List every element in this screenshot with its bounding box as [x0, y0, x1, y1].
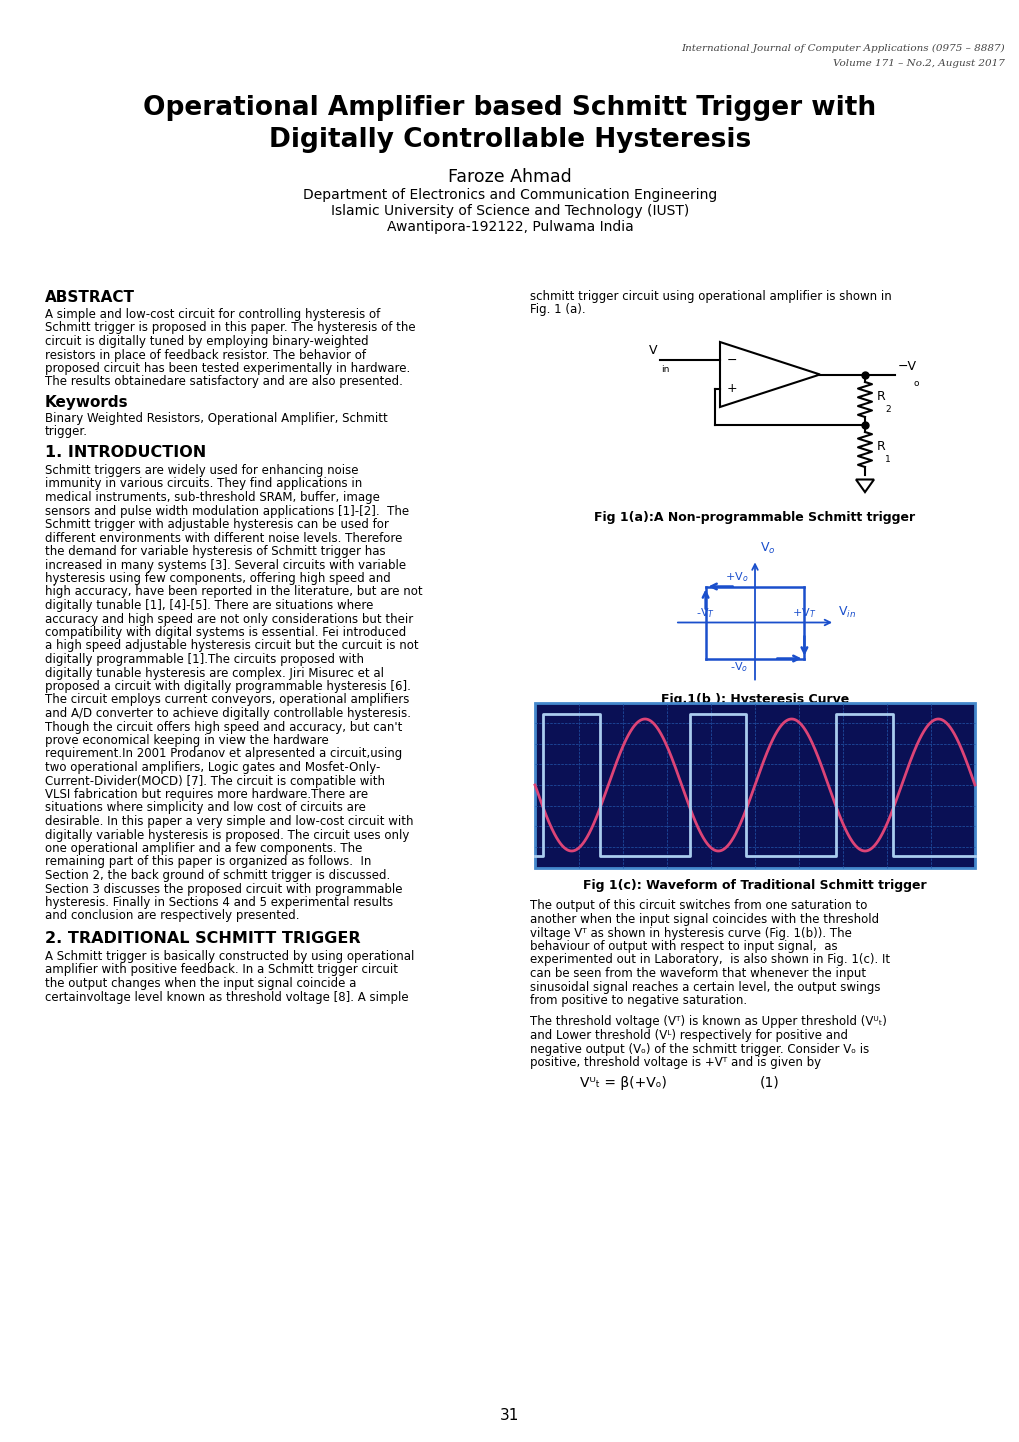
Text: digitally tunable [1], [4]-[5]. There are situations where: digitally tunable [1], [4]-[5]. There ar… — [45, 598, 373, 611]
Text: in: in — [660, 365, 668, 375]
Text: behaviour of output with respect to input signal,  as: behaviour of output with respect to inpu… — [530, 940, 837, 953]
Text: one operational amplifier and a few components. The: one operational amplifier and a few comp… — [45, 842, 362, 855]
Text: International Journal of Computer Applications (0975 – 8887): International Journal of Computer Applic… — [681, 43, 1004, 52]
Text: Fig 1(c): Waveform of Traditional Schmitt trigger: Fig 1(c): Waveform of Traditional Schmit… — [583, 880, 926, 893]
Text: 31: 31 — [500, 1407, 519, 1422]
Text: situations where simplicity and low cost of circuits are: situations where simplicity and low cost… — [45, 802, 366, 815]
Text: Islamic University of Science and Technology (IUST): Islamic University of Science and Techno… — [330, 203, 689, 218]
Text: R: R — [876, 440, 884, 453]
Text: from positive to negative saturation.: from positive to negative saturation. — [530, 994, 746, 1007]
Text: desirable. In this paper a very simple and low-cost circuit with: desirable. In this paper a very simple a… — [45, 815, 413, 828]
Text: Vᵁₜ = β(+Vₒ): Vᵁₜ = β(+Vₒ) — [580, 1076, 666, 1090]
Text: Faroze Ahmad: Faroze Ahmad — [447, 169, 572, 186]
Text: different environments with different noise levels. Therefore: different environments with different no… — [45, 532, 401, 545]
Text: medical instruments, sub-threshold SRAM, buffer, image: medical instruments, sub-threshold SRAM,… — [45, 490, 379, 505]
Text: amplifier with positive feedback. In a Schmitt trigger circuit: amplifier with positive feedback. In a S… — [45, 963, 397, 976]
Text: Awantipora-192122, Pulwama India: Awantipora-192122, Pulwama India — [386, 221, 633, 234]
Text: trigger.: trigger. — [45, 425, 88, 438]
Text: sensors and pulse width modulation applications [1]-[2].  The: sensors and pulse width modulation appli… — [45, 505, 409, 518]
Text: Keywords: Keywords — [45, 395, 128, 410]
Text: Volume 171 – No.2, August 2017: Volume 171 – No.2, August 2017 — [833, 59, 1004, 68]
Text: 1. INTRODUCTION: 1. INTRODUCTION — [45, 446, 206, 460]
Text: and A/D converter to achieve digitally controllable hysteresis.: and A/D converter to achieve digitally c… — [45, 707, 411, 720]
Text: Binary Weighted Resistors, Operational Amplifier, Schmitt: Binary Weighted Resistors, Operational A… — [45, 412, 387, 425]
Text: Department of Electronics and Communication Engineering: Department of Electronics and Communicat… — [303, 187, 716, 202]
Text: experimented out in Laboratory,  is also shown in Fig. 1(c). It: experimented out in Laboratory, is also … — [530, 953, 890, 966]
Text: can be seen from the waveform that whenever the input: can be seen from the waveform that whene… — [530, 968, 865, 981]
Text: two operational amplifiers, Logic gates and Mosfet-Only-: two operational amplifiers, Logic gates … — [45, 761, 380, 774]
Text: -V$_o$: -V$_o$ — [730, 660, 747, 675]
Text: a high speed adjustable hysteresis circuit but the curcuit is not: a high speed adjustable hysteresis circu… — [45, 639, 418, 652]
Text: Schmitt trigger with adjustable hysteresis can be used for: Schmitt trigger with adjustable hysteres… — [45, 518, 388, 531]
Text: R: R — [876, 389, 884, 402]
Text: schmitt trigger circuit using operational amplifier is shown in: schmitt trigger circuit using operationa… — [530, 290, 891, 303]
Text: remaining part of this paper is organized as follows.  In: remaining part of this paper is organize… — [45, 855, 371, 868]
Text: Schmitt triggers are widely used for enhancing noise: Schmitt triggers are widely used for enh… — [45, 464, 358, 477]
Text: Current-Divider(MOCD) [7]. The circuit is compatible with: Current-Divider(MOCD) [7]. The circuit i… — [45, 774, 384, 787]
Text: V$_{in}$: V$_{in}$ — [838, 606, 855, 620]
Text: +V$_T$: +V$_T$ — [792, 606, 816, 620]
Text: Fig 1(a):A Non-programmable Schmitt trigger: Fig 1(a):A Non-programmable Schmitt trig… — [594, 510, 915, 523]
Text: Digitally Controllable Hysteresis: Digitally Controllable Hysteresis — [269, 127, 750, 153]
Text: accuracy and high speed are not only considerations but their: accuracy and high speed are not only con… — [45, 613, 413, 626]
Text: hysteresis using few components, offering high speed and: hysteresis using few components, offerin… — [45, 572, 390, 585]
Text: A simple and low-cost circuit for controlling hysteresis of: A simple and low-cost circuit for contro… — [45, 309, 380, 322]
Text: VLSI fabrication but requires more hardware.There are: VLSI fabrication but requires more hardw… — [45, 787, 368, 800]
Text: -V$_T$: -V$_T$ — [695, 606, 714, 620]
Text: Section 2, the back ground of schmitt trigger is discussed.: Section 2, the back ground of schmitt tr… — [45, 870, 390, 883]
Text: 2. TRADITIONAL SCHMITT TRIGGER: 2. TRADITIONAL SCHMITT TRIGGER — [45, 932, 361, 946]
Text: compatibility with digital systems is essential. Fei introduced: compatibility with digital systems is es… — [45, 626, 406, 639]
Text: +: + — [727, 382, 737, 395]
Text: immunity in various circuits. They find applications in: immunity in various circuits. They find … — [45, 477, 362, 490]
Text: another when the input signal coincides with the threshold: another when the input signal coincides … — [530, 913, 878, 926]
Text: Section 3 discusses the proposed circuit with programmable: Section 3 discusses the proposed circuit… — [45, 883, 403, 895]
Text: V$_o$: V$_o$ — [759, 541, 774, 555]
Text: (1): (1) — [759, 1076, 779, 1090]
Text: certainvoltage level known as threshold voltage [8]. A simple: certainvoltage level known as threshold … — [45, 991, 409, 1004]
Text: +V$_o$: +V$_o$ — [723, 571, 747, 584]
Text: sinusoidal signal reaches a certain level, the output swings: sinusoidal signal reaches a certain leve… — [530, 981, 879, 994]
Text: viltage Vᵀ as shown in hysteresis curve (Fig. 1(b)). The: viltage Vᵀ as shown in hysteresis curve … — [530, 927, 851, 940]
Text: hysteresis. Finally in Sections 4 and 5 experimental results: hysteresis. Finally in Sections 4 and 5 … — [45, 895, 392, 908]
Text: Fig. 1 (a).: Fig. 1 (a). — [530, 303, 585, 316]
Bar — [535, 702, 974, 868]
Text: resistors in place of feedback resistor. The behavior of: resistors in place of feedback resistor.… — [45, 349, 366, 362]
Text: high accuracy, have been reported in the literature, but are not: high accuracy, have been reported in the… — [45, 585, 422, 598]
Text: prove economical keeping in view the hardware: prove economical keeping in view the har… — [45, 734, 328, 747]
Text: digitally variable hysteresis is proposed. The circuit uses only: digitally variable hysteresis is propose… — [45, 829, 409, 842]
Text: −V: −V — [897, 359, 916, 372]
Text: The output of this circuit switches from one saturation to: The output of this circuit switches from… — [530, 900, 866, 913]
Text: ABSTRACT: ABSTRACT — [45, 290, 135, 306]
Text: and Lower threshold (Vᴸ) respectively for positive and: and Lower threshold (Vᴸ) respectively fo… — [530, 1030, 847, 1043]
Text: A Schmitt trigger is basically constructed by using operational: A Schmitt trigger is basically construct… — [45, 950, 414, 963]
Text: 2: 2 — [884, 405, 890, 414]
Text: The results obtainedare satisfactory and are also presented.: The results obtainedare satisfactory and… — [45, 375, 403, 388]
Text: Though the circuit offers high speed and accuracy, but can't: Though the circuit offers high speed and… — [45, 721, 401, 734]
Text: −: − — [727, 353, 737, 366]
Text: V: V — [648, 345, 656, 358]
Text: Fig.1(b ): Hysteresis Curve: Fig.1(b ): Hysteresis Curve — [660, 692, 848, 705]
Text: increased in many systems [3]. Several circuits with variable: increased in many systems [3]. Several c… — [45, 558, 406, 571]
Text: digitally programmable [1].The circuits proposed with: digitally programmable [1].The circuits … — [45, 653, 364, 666]
Text: digitally tunable hysteresis are complex. Jiri Misurec et al: digitally tunable hysteresis are complex… — [45, 666, 383, 679]
Text: proposed circuit has been tested experimentally in hardware.: proposed circuit has been tested experim… — [45, 362, 410, 375]
Text: The circuit employs current conveyors, operational amplifiers: The circuit employs current conveyors, o… — [45, 694, 409, 707]
Text: requirement.In 2001 Prodanov et alpresented a circuit,using: requirement.In 2001 Prodanov et alpresen… — [45, 747, 401, 760]
Text: proposed a circuit with digitally programmable hysteresis [6].: proposed a circuit with digitally progra… — [45, 681, 411, 694]
Text: The threshold voltage (Vᵀ) is known as Upper threshold (Vᵁₜ): The threshold voltage (Vᵀ) is known as U… — [530, 1015, 886, 1028]
Text: circuit is digitally tuned by employing binary-weighted: circuit is digitally tuned by employing … — [45, 335, 368, 348]
Text: Schmitt trigger is proposed in this paper. The hysteresis of the: Schmitt trigger is proposed in this pape… — [45, 322, 415, 335]
Text: o: o — [913, 378, 918, 388]
Text: and conclusion are respectively presented.: and conclusion are respectively presente… — [45, 910, 300, 923]
Text: Operational Amplifier based Schmitt Trigger with: Operational Amplifier based Schmitt Trig… — [144, 95, 875, 121]
Text: the demand for variable hysteresis of Schmitt trigger has: the demand for variable hysteresis of Sc… — [45, 545, 385, 558]
Text: 1: 1 — [884, 454, 890, 463]
Text: negative output (Vₒ) of the schmitt trigger. Consider Vₒ is: negative output (Vₒ) of the schmitt trig… — [530, 1043, 868, 1056]
Text: positive, threshold voltage is +Vᵀ and is given by: positive, threshold voltage is +Vᵀ and i… — [530, 1056, 820, 1069]
Text: the output changes when the input signal coincide a: the output changes when the input signal… — [45, 978, 356, 991]
